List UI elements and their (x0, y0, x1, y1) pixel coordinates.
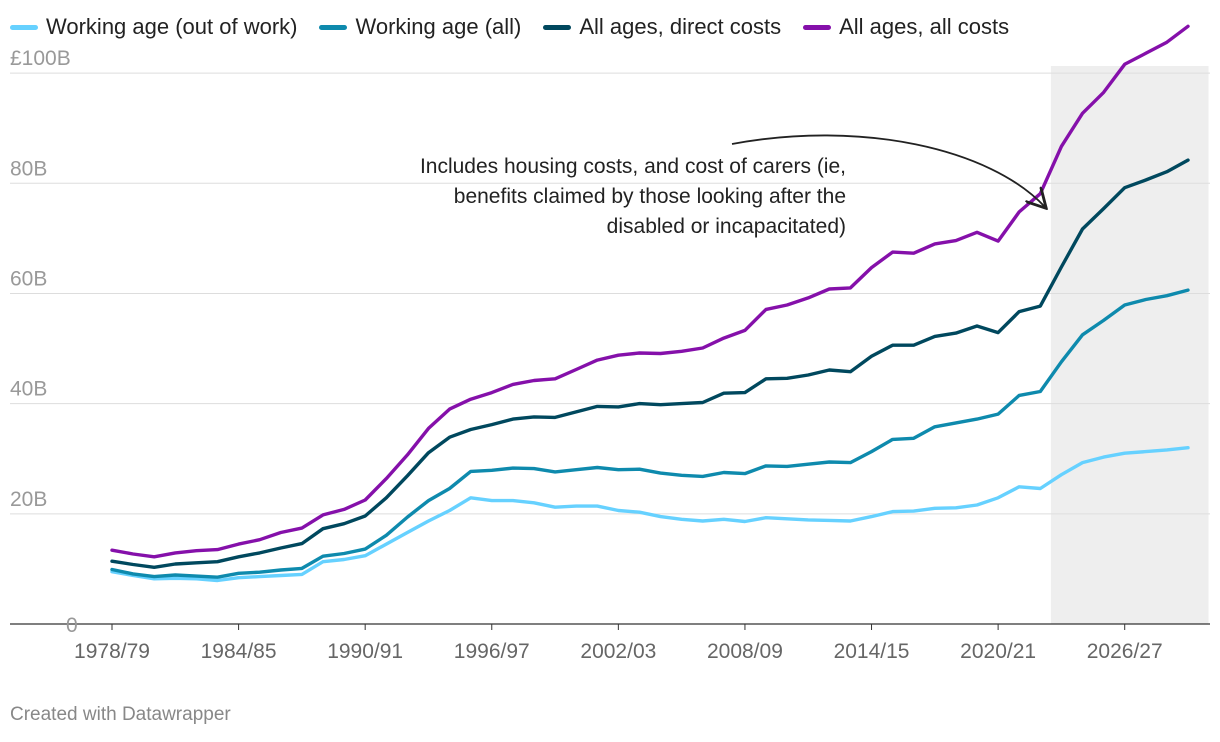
x-tick-label: 1996/97 (454, 640, 530, 663)
series-lines (110, 24, 1190, 583)
x-tick-label: 2026/27 (1087, 640, 1163, 663)
legend-item: Working age (all) (319, 14, 521, 40)
annotation-arrow (731, 134, 1045, 207)
y-tick-label: 0 (66, 614, 78, 637)
x-tick-label: 2002/03 (580, 640, 656, 663)
y-tick-label: 60B (10, 267, 47, 290)
credit-text: Created with Datawrapper (10, 704, 231, 725)
legend-swatch (543, 24, 572, 30)
legend-item: All ages, direct costs (543, 14, 781, 40)
legend-label: Working age (all) (355, 14, 522, 39)
legend-item: All ages, all costs (803, 14, 1009, 40)
y-tick-label: 20B (10, 488, 47, 511)
series-line (110, 288, 1190, 579)
x-tick-label: 1978/79 (74, 640, 150, 663)
y-tick-label: £100B (10, 47, 71, 70)
forecast-shading (1050, 66, 1209, 624)
annotation-line: disabled or incapacitated) (606, 215, 846, 238)
x-tick-label: 2008/09 (707, 640, 783, 663)
axis-labels: 0 20B 40B 60B 80B £100B 1978/79 1984/85 1990/91 1… (10, 47, 1163, 663)
forecast-shading-layer (1050, 66, 1209, 624)
legend-label: All ages, all costs (839, 14, 1010, 39)
annotation-text: Includes housing costs, and cost of care… (300, 152, 846, 242)
series-line (110, 158, 1190, 569)
series-line (110, 24, 1190, 559)
y-tick-label: 80B (10, 157, 47, 180)
annotation-line: benefits claimed by those looking after … (453, 185, 846, 208)
x-tick-label: 2014/15 (834, 640, 910, 663)
legend: Working age (out of work) Working age (al… (10, 12, 1031, 42)
annotation-arrow-path (731, 134, 1045, 207)
legend-swatch (319, 24, 348, 30)
x-tick-label: 1990/91 (327, 640, 403, 663)
legend-label: Working age (out of work) (46, 14, 298, 39)
legend-item: Working age (out of work) (10, 14, 297, 40)
series-line (110, 446, 1190, 583)
legend-label: All ages, direct costs (579, 14, 782, 39)
annotation-line: Includes housing costs, and cost of care… (419, 155, 846, 178)
legend-swatch (803, 24, 832, 30)
gridlines (10, 72, 1210, 625)
x-tick-label: 2020/21 (960, 640, 1036, 663)
y-tick-label: 40B (10, 378, 47, 401)
legend-swatch (10, 24, 38, 30)
x-tick-label: 1984/85 (201, 640, 277, 663)
